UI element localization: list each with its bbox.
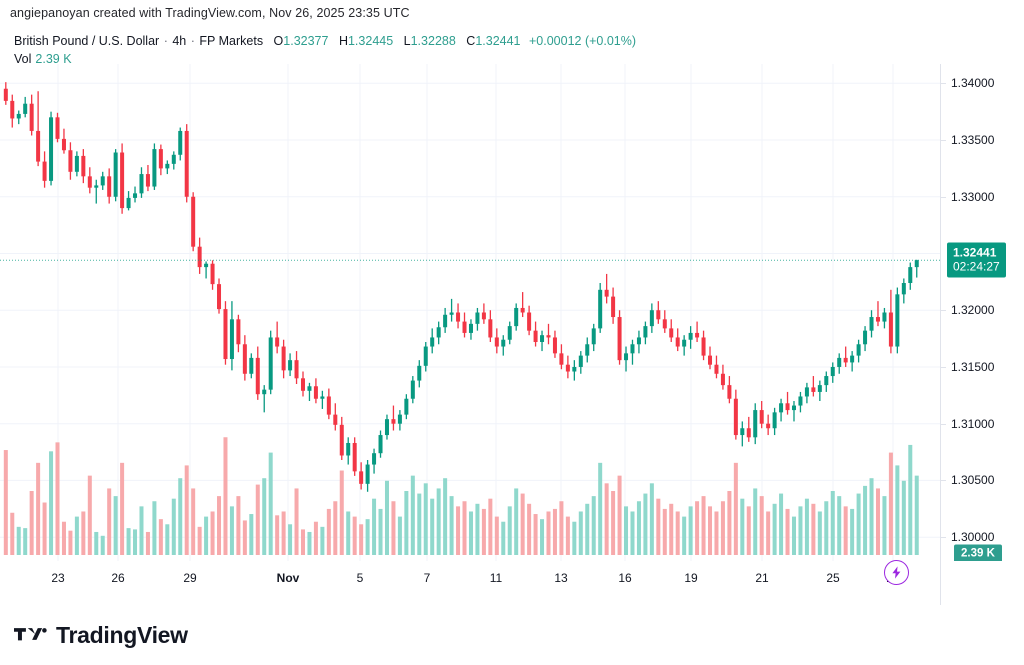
- tradingview-logo-icon: [14, 628, 47, 641]
- legend-volume-row: Vol 2.39 K: [14, 51, 636, 68]
- time-axis-tick: 11: [489, 571, 503, 585]
- price-scale[interactable]: 1.34000 1.33500 1.33000 1.32000 1.31500 1.310…: [940, 64, 1024, 564]
- price-axis-tick: 1.31000: [951, 416, 995, 431]
- chart-plot-area[interactable]: [0, 64, 940, 562]
- legend-interval[interactable]: 4h: [172, 34, 187, 48]
- legend-volume-value: 2.39 K: [35, 52, 72, 66]
- alert-bolt-icon[interactable]: [884, 560, 909, 585]
- tradingview-logo[interactable]: TradingView: [14, 622, 188, 649]
- legend-change: +0.00012 (+0.01%): [528, 34, 637, 48]
- legend-high-label: H: [338, 34, 348, 48]
- price-axis-tick: 1.33500: [951, 133, 995, 148]
- time-axis-tick: 19: [684, 571, 698, 585]
- time-axis-tick: 16: [618, 571, 632, 585]
- legend-separator-1: ·: [163, 34, 168, 48]
- time-scale[interactable]: 232629Nov5711131619212527: [0, 561, 940, 606]
- legend-high: H1.32445: [339, 34, 393, 48]
- tradingview-logo-text: TradingView: [56, 621, 188, 648]
- time-axis-tick: 29: [183, 571, 197, 585]
- chart-legend: British Pound / U.S. Dollar · 4h · FP Ma…: [14, 33, 636, 68]
- legend-low: L1.32288: [404, 34, 456, 48]
- candlestick-series: [0, 64, 940, 561]
- current-price-badge: 1.32441 02:24:27: [947, 242, 1006, 278]
- current-price-value: 1.32441: [953, 245, 997, 260]
- time-axis-tick: 23: [51, 571, 65, 585]
- price-axis-tick-mark: [941, 366, 946, 368]
- legend-main-row: British Pound / U.S. Dollar · 4h · FP Ma…: [14, 33, 636, 50]
- attribution-text: angiepanoyan created with TradingView.co…: [10, 6, 410, 20]
- legend-volume-label: Vol: [14, 52, 32, 66]
- time-axis-tick: 13: [554, 571, 568, 585]
- price-axis-tick: 1.31500: [951, 359, 995, 374]
- price-axis-tick-mark: [941, 196, 946, 198]
- chart-plot-inner: [0, 64, 940, 561]
- price-axis-tick: 1.30500: [951, 473, 995, 488]
- price-axis-tick: 1.33000: [951, 189, 995, 204]
- price-axis-tick-mark: [941, 140, 946, 142]
- volume-badge: 2.39 K: [954, 544, 1002, 564]
- time-axis-tick: 26: [111, 571, 125, 585]
- legend-symbol[interactable]: British Pound / U.S. Dollar: [14, 34, 160, 48]
- price-axis-tick-mark: [941, 480, 946, 482]
- price-axis-tick-mark: [941, 310, 946, 312]
- time-axis-tick: 5: [356, 571, 364, 585]
- legend-close-label: C: [466, 34, 476, 48]
- price-axis-tick: 1.30000: [951, 530, 995, 545]
- legend-low-value: 1.32288: [410, 34, 456, 48]
- legend-close-value: 1.32441: [475, 34, 521, 48]
- time-axis-tick: 25: [826, 571, 840, 585]
- price-axis-tick-mark: [941, 83, 946, 85]
- time-scale-corner: [940, 561, 1024, 606]
- price-axis-tick-mark: [941, 537, 946, 539]
- legend-open-label: O: [273, 34, 284, 48]
- time-axis-tick: 7: [423, 571, 431, 585]
- time-axis-tick: 21: [755, 571, 769, 585]
- legend-exchange: FP Markets: [199, 34, 264, 48]
- legend-low-label: L: [403, 34, 411, 48]
- legend-open-value: 1.32377: [283, 34, 329, 48]
- price-axis-tick: 1.34000: [951, 76, 995, 91]
- price-axis-tick-mark: [941, 423, 946, 425]
- legend-separator-2: ·: [190, 34, 195, 48]
- legend-close: C1.32441: [466, 34, 520, 48]
- legend-open: O1.32377: [274, 34, 329, 48]
- price-axis-tick: 1.32000: [951, 303, 995, 318]
- bar-countdown: 02:24:27: [953, 259, 1000, 274]
- legend-high-value: 1.32445: [347, 34, 394, 48]
- time-axis-tick: Nov: [276, 571, 300, 585]
- footer-bar: TradingView: [0, 605, 1024, 665]
